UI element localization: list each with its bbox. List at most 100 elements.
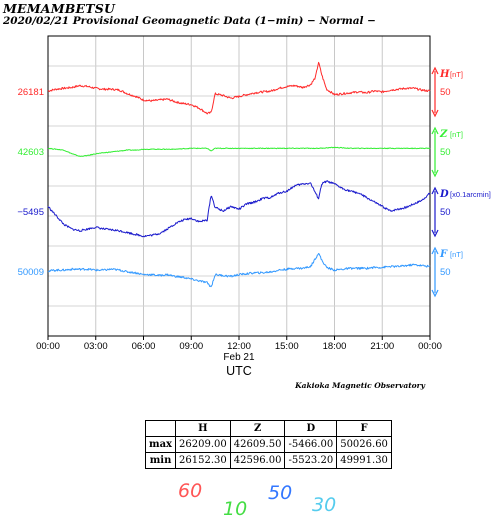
data-point	[215, 274, 216, 275]
data-point	[254, 201, 255, 202]
data-point	[230, 206, 231, 207]
stats-cell: -5523.20	[284, 452, 338, 469]
data-point	[413, 264, 414, 265]
data-point	[103, 228, 104, 229]
data-point	[413, 88, 414, 89]
data-point	[262, 198, 263, 199]
chart-subtitle: 2020/02/21 Provisional Geomagnetic Data …	[3, 15, 376, 27]
data-point	[87, 269, 88, 270]
data-point	[286, 148, 287, 149]
series-name-label: D	[439, 189, 449, 200]
data-point	[211, 150, 212, 151]
data-point	[382, 206, 383, 207]
data-point	[413, 148, 414, 149]
data-point	[135, 234, 136, 235]
series-unit-label: [nT]	[450, 130, 463, 139]
series-base-label: 42603	[18, 147, 44, 158]
data-point	[222, 210, 223, 211]
data-point	[321, 183, 322, 184]
data-point	[398, 89, 399, 90]
series-base-label: 50009	[18, 267, 44, 278]
data-point	[119, 150, 120, 151]
x-tick-labels: 00:00 03:00 06:00 09:00 12:00 15:00 18:00 21:00…	[36, 336, 442, 352]
data-point	[294, 185, 295, 186]
data-point	[63, 150, 64, 151]
data-point	[270, 90, 271, 91]
series-line-z	[47, 146, 431, 157]
data-point	[390, 90, 391, 91]
series-base-label: −5495	[17, 207, 44, 218]
data-point	[111, 89, 112, 90]
data-point	[321, 74, 322, 75]
data-point	[207, 219, 208, 220]
x-tick-label: 12:00	[227, 341, 251, 352]
data-point	[47, 90, 48, 91]
series-d: −5495 D [x0.1arcmin] 50	[17, 180, 491, 238]
data-point	[95, 270, 96, 271]
data-point	[127, 232, 128, 233]
data-point	[406, 207, 407, 208]
data-point	[358, 91, 359, 92]
data-point	[254, 272, 255, 273]
data-point	[390, 266, 391, 267]
stats-header-empty	[144, 420, 177, 437]
data-point	[159, 233, 160, 234]
data-point	[143, 149, 144, 150]
data-point	[159, 149, 160, 150]
series-unit-label: [nT]	[450, 250, 463, 259]
data-point	[382, 267, 383, 268]
data-point	[374, 90, 375, 91]
series-scale-label: 50	[440, 207, 451, 218]
data-point	[47, 148, 48, 149]
data-point	[421, 265, 422, 266]
data-point	[63, 224, 64, 225]
data-point	[238, 96, 239, 97]
series-name-label: H	[439, 69, 450, 80]
data-point	[246, 203, 247, 204]
stats-header-row: H Z D F	[144, 420, 392, 437]
data-point	[358, 192, 359, 193]
data-point	[79, 156, 80, 157]
series-line-f	[47, 253, 431, 288]
stats-cell: 42596.00	[229, 452, 286, 469]
data-point	[167, 99, 168, 100]
data-point	[95, 227, 96, 228]
data-point	[262, 272, 263, 273]
data-point	[429, 148, 430, 149]
arrow-down-icon	[431, 229, 439, 238]
data-point	[175, 276, 176, 277]
credit-label: Kakioka Magnetic Observatory	[294, 381, 426, 390]
data-point	[119, 90, 120, 91]
data-point	[222, 275, 223, 276]
handwritten-legend-cyan: 30	[312, 494, 337, 516]
data-point	[350, 268, 351, 269]
data-point	[215, 207, 216, 208]
data-point	[321, 260, 322, 261]
data-point	[127, 271, 128, 272]
data-point	[366, 268, 367, 269]
data-point	[135, 96, 136, 97]
data-point	[63, 270, 64, 271]
data-point	[366, 148, 367, 149]
data-point	[211, 194, 212, 195]
data-point	[95, 153, 96, 154]
data-point	[334, 183, 335, 184]
data-point	[374, 267, 375, 268]
data-point	[191, 104, 192, 105]
data-point	[302, 268, 303, 269]
series-name-label: Z	[439, 129, 448, 140]
data-point	[302, 87, 303, 88]
data-point	[315, 192, 316, 193]
data-point	[270, 197, 271, 198]
data-point	[199, 280, 200, 281]
arrow-down-icon	[431, 169, 439, 178]
data-point	[103, 152, 104, 153]
data-point	[127, 150, 128, 151]
handwritten-legend-blue: 50	[268, 482, 293, 504]
station-title: MEMAMBETSU	[3, 1, 116, 16]
series-line-h	[47, 61, 431, 115]
data-point	[47, 206, 48, 207]
data-point	[262, 91, 263, 92]
